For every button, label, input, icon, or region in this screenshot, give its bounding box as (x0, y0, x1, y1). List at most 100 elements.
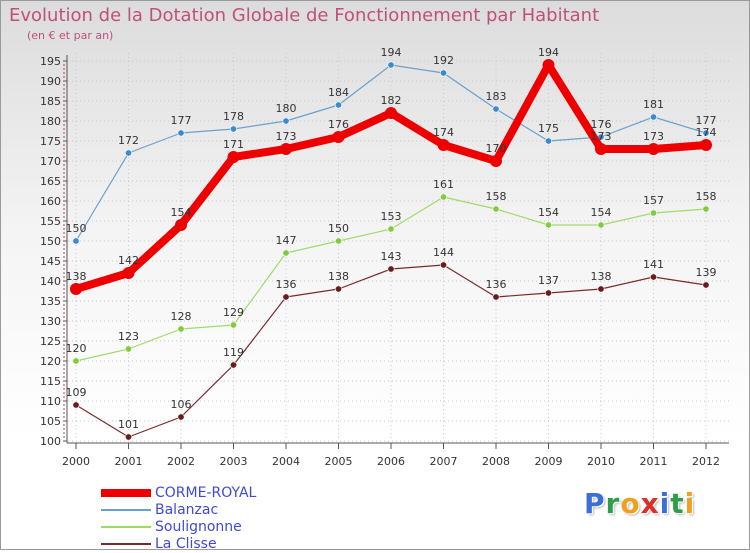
data-label: 123 (118, 330, 139, 343)
x-tick-label: 2011 (640, 455, 668, 468)
data-point (227, 151, 240, 163)
data-point (597, 221, 605, 229)
data-label: 138 (591, 270, 612, 283)
x-tick-label: 2005 (325, 455, 353, 468)
y-tick-label: 115 (40, 375, 61, 388)
logo-letter: i (659, 487, 671, 520)
data-label: 171 (223, 138, 244, 151)
data-point (177, 325, 185, 333)
data-label: 128 (171, 310, 192, 323)
data-label: 153 (381, 210, 402, 223)
data-point (282, 117, 290, 125)
y-tick-label: 165 (40, 175, 61, 188)
data-label: 174 (433, 126, 454, 139)
data-point (597, 285, 605, 293)
data-label: 154 (591, 206, 612, 219)
data-label: 136 (486, 278, 507, 291)
data-point (230, 361, 238, 369)
y-tick-label: 190 (40, 75, 61, 88)
data-point (490, 155, 502, 167)
data-label: 120 (66, 342, 87, 355)
logo-letter: i (684, 487, 696, 520)
y-tick-label: 180 (40, 115, 61, 128)
y-tick-label: 140 (40, 275, 61, 288)
y-tick-label: 150 (40, 235, 61, 248)
data-label: 141 (643, 258, 664, 271)
x-tick-label: 2003 (220, 455, 248, 468)
legend-swatch (101, 543, 151, 545)
data-label: 177 (171, 114, 192, 127)
data-point (544, 137, 552, 145)
data-label: 150 (66, 222, 87, 235)
data-point (177, 413, 185, 421)
y-tick-label: 105 (40, 415, 61, 428)
data-label: 142 (118, 254, 139, 267)
x-tick-label: 2006 (377, 455, 405, 468)
data-point (72, 237, 80, 245)
logo-letter: x (640, 487, 660, 520)
data-point (702, 281, 710, 289)
y-tick-label: 100 (40, 435, 61, 448)
legend-swatch (101, 526, 151, 528)
data-point (544, 221, 552, 229)
data-label: 139 (696, 266, 717, 279)
y-tick-label: 170 (40, 155, 61, 168)
data-label: 119 (223, 346, 244, 359)
data-point (439, 261, 447, 269)
data-label: 184 (328, 86, 349, 99)
data-label: 157 (643, 194, 664, 207)
data-point (700, 139, 712, 151)
data-point (649, 209, 657, 217)
data-point (492, 105, 500, 113)
data-point (544, 289, 552, 297)
proxiti-logo: Proxiti (584, 487, 695, 520)
data-label: 138 (328, 270, 349, 283)
data-label: 136 (276, 278, 297, 291)
data-point (72, 357, 80, 365)
data-point (387, 265, 395, 273)
data-point (282, 293, 290, 301)
data-point (595, 143, 607, 155)
y-tick-label: 110 (40, 395, 61, 408)
data-label: 183 (486, 90, 507, 103)
legend-label: La Clisse (155, 536, 217, 552)
legend-label: Soulignonne (155, 519, 242, 535)
data-label: 161 (433, 178, 454, 191)
data-label: 192 (433, 54, 454, 67)
data-label: 176 (328, 118, 349, 131)
data-label: 109 (66, 386, 87, 399)
data-label: 138 (66, 270, 87, 283)
data-label: 182 (381, 94, 402, 107)
data-point (542, 59, 555, 71)
data-point (282, 249, 290, 257)
data-label: 172 (118, 134, 139, 147)
data-point (230, 321, 238, 329)
data-point (437, 139, 450, 151)
data-point (230, 125, 238, 133)
data-point (647, 143, 660, 155)
series-line-la clisse (75, 264, 707, 438)
x-tick-label: 2008 (482, 455, 510, 468)
data-point (177, 129, 185, 137)
data-point (387, 61, 395, 69)
data-label: 147 (276, 234, 297, 247)
y-tick-label: 135 (40, 295, 61, 308)
data-label: 144 (433, 246, 454, 259)
y-tick-label: 130 (40, 315, 61, 328)
data-label: 194 (381, 46, 402, 59)
y-tick-label: 175 (40, 135, 61, 148)
y-tick-label: 145 (40, 255, 61, 268)
y-tick-label: 155 (40, 215, 61, 228)
data-label: 143 (381, 250, 402, 263)
data-label: 181 (643, 98, 664, 111)
data-point (334, 285, 342, 293)
data-label: 150 (328, 222, 349, 235)
data-point (385, 107, 397, 119)
data-point (332, 131, 345, 143)
logo-letter: o (620, 487, 641, 520)
y-tick-label: 185 (40, 95, 61, 108)
data-point (280, 143, 292, 155)
data-point (702, 129, 710, 137)
